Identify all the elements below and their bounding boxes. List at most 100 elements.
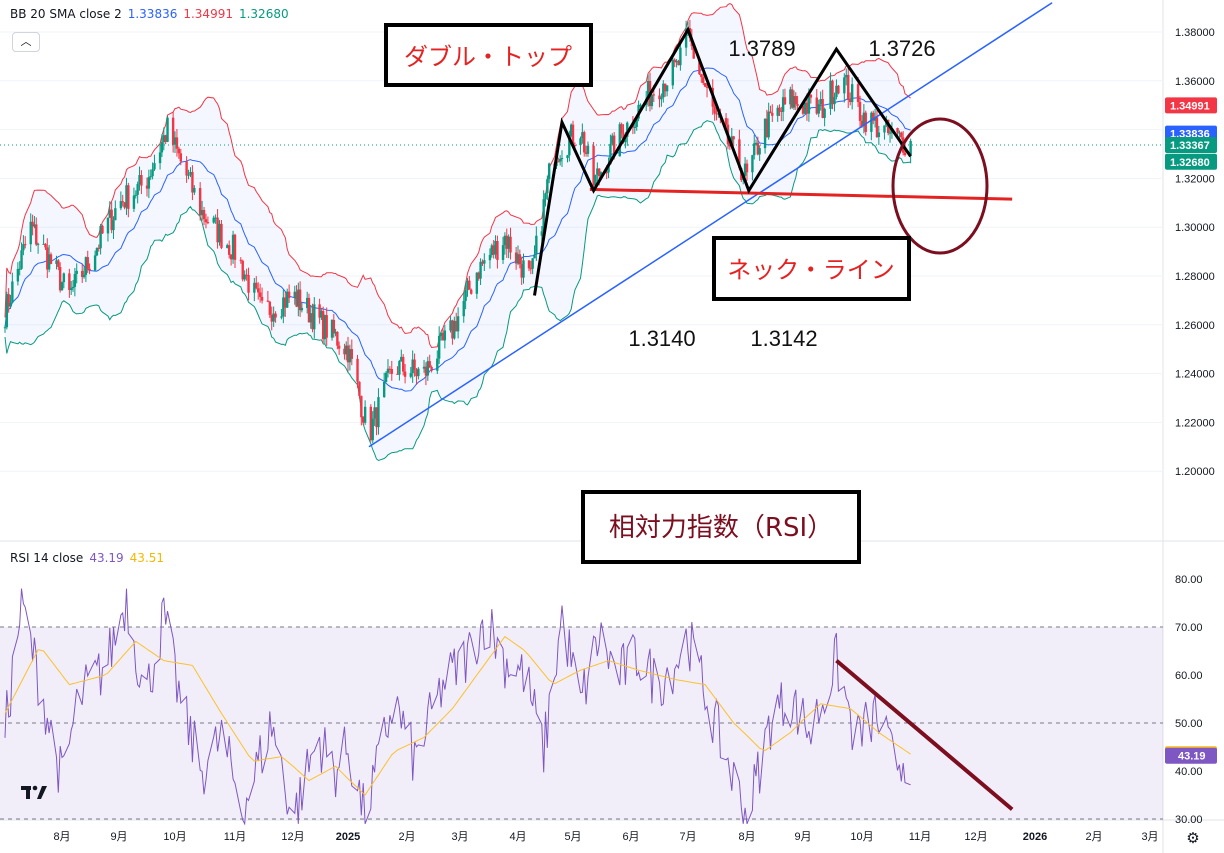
candle-body (112, 220, 115, 231)
candle-body (375, 407, 378, 428)
candle-body (97, 247, 100, 249)
candle-body (520, 264, 523, 278)
candle-body (200, 210, 204, 216)
candle-body (147, 177, 151, 189)
rsi-ma-value: 43.51 (129, 551, 165, 565)
candle-body (187, 174, 190, 176)
candle-body (99, 225, 102, 249)
tradingview-logo-icon[interactable] (20, 780, 48, 804)
candle-body (323, 315, 327, 340)
candle-body (494, 241, 497, 255)
candle-body (390, 369, 393, 374)
candle-body (49, 254, 53, 264)
time-tick-label: 7月 (679, 831, 696, 843)
rsi-value: 43.19 (89, 551, 124, 565)
double-top-box (384, 23, 593, 87)
bb-upper-value: 1.34991 (183, 7, 233, 21)
candle-body (900, 132, 903, 138)
candle-body (703, 83, 707, 87)
candle-body (214, 217, 217, 219)
candle-body (658, 95, 661, 100)
candle-body (789, 89, 792, 105)
candle-body (698, 58, 701, 75)
candle-body (101, 225, 104, 234)
candle-body (363, 406, 367, 423)
double-top-label: ダブル・トップ (404, 43, 572, 71)
gear-icon[interactable]: ⚙ (1186, 829, 1200, 847)
candle-body (815, 97, 818, 114)
candle-body (753, 143, 756, 156)
candle-body (599, 172, 603, 177)
candle-body (738, 139, 741, 169)
candle-body (705, 86, 709, 88)
rsi-tick-label: 80.00 (1175, 574, 1203, 586)
candle-body (594, 174, 597, 186)
bollinger-band-fill (5, 3, 911, 461)
candle-body (805, 102, 809, 114)
candle-body (794, 96, 797, 105)
time-tick-label: 9月 (110, 831, 127, 843)
candle-body (756, 142, 760, 155)
candle-body (546, 179, 549, 194)
candle-body (110, 209, 113, 231)
candle-body (358, 381, 361, 396)
time-tick-label: 12月 (281, 831, 304, 843)
neckline (589, 187, 1013, 201)
candle-body (121, 201, 124, 203)
price-tick-label: 1.28000 (1175, 271, 1215, 283)
candle-body (660, 97, 663, 100)
candle-body (437, 335, 441, 359)
candle-body (345, 345, 348, 355)
time-tick-label: 2026 (1023, 831, 1047, 843)
candle-body (36, 243, 40, 245)
candle-body (280, 316, 283, 318)
uptrend-line (368, 2, 1053, 448)
price-tag-box (1165, 97, 1217, 114)
candle-body (662, 83, 665, 98)
candle-body (671, 59, 674, 86)
candle-body (430, 367, 433, 371)
candle-body (307, 297, 311, 323)
candle-body (540, 231, 544, 236)
time-tick-label: 2月 (1085, 831, 1102, 843)
candle-body (298, 289, 302, 311)
candle-body (206, 222, 210, 224)
candle-body (581, 132, 584, 139)
candle-body (584, 152, 588, 154)
candle-body (522, 260, 525, 278)
candle-body (311, 313, 314, 330)
candle-body (496, 241, 499, 260)
candle-body (751, 155, 754, 173)
candle-body (334, 331, 337, 334)
price-tick-label: 1.32000 (1175, 173, 1215, 185)
candle-body (231, 234, 235, 260)
candle-body (611, 135, 614, 144)
candle-body (833, 96, 836, 105)
rsi-tick-label: 60.00 (1175, 670, 1203, 682)
candle-body (571, 124, 575, 146)
candle-body (93, 255, 97, 271)
candle-body (592, 145, 595, 186)
candle-body (258, 292, 262, 297)
candle-body (75, 270, 78, 274)
trough1-label: 1.3140 (628, 326, 695, 351)
candle-body (464, 290, 467, 301)
candle-body (481, 261, 484, 264)
rsi-tag-label: 43.19 (1178, 751, 1206, 763)
candle-body (542, 199, 545, 232)
candle-body (675, 60, 678, 63)
chevron-up-icon[interactable]: ︿ (12, 32, 40, 52)
rsi-legend[interactable]: RSI 14 close 43.19 43.51 (10, 551, 170, 565)
candle-body (713, 106, 716, 114)
candle-body (872, 112, 875, 121)
candle-body (260, 296, 264, 301)
candle-body (272, 313, 275, 322)
candle-body (505, 235, 508, 249)
bb-legend[interactable]: BB 20 SMA close 2 1.33836 1.34991 1.32680 (10, 7, 295, 21)
candle-body (185, 161, 188, 176)
candle-body (835, 85, 838, 97)
candle-body (557, 161, 560, 163)
candle-body (132, 195, 136, 209)
candle-body (388, 368, 392, 370)
candle-body (321, 311, 325, 340)
